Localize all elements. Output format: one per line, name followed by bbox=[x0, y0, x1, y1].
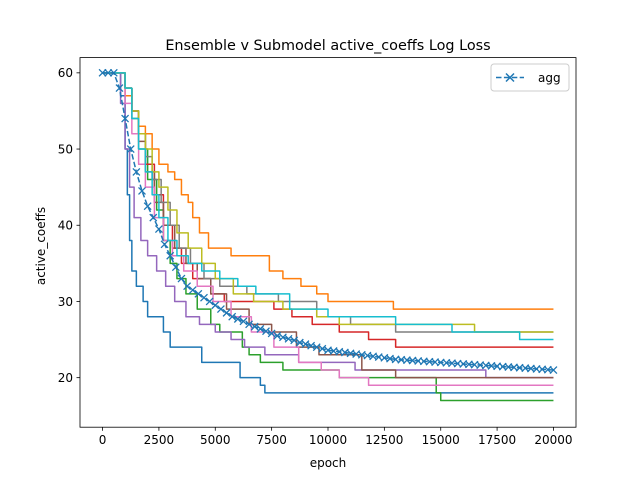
agg-point-marker bbox=[262, 327, 270, 336]
agg-point-marker bbox=[205, 297, 214, 306]
agg-point-marker bbox=[228, 312, 237, 321]
y-tick-label: 40 bbox=[58, 219, 73, 233]
y-tick-label: 50 bbox=[58, 142, 73, 156]
agg-point-marker bbox=[222, 308, 231, 317]
agg-point-marker bbox=[171, 263, 180, 272]
agg-point-marker bbox=[273, 331, 282, 340]
agg-point-marker bbox=[256, 324, 265, 333]
y-tick-label: 60 bbox=[58, 66, 73, 80]
agg-point-marker bbox=[115, 84, 124, 93]
agg-point-marker bbox=[143, 202, 152, 211]
chart-title: Ensemble v Submodel active_coeffs Log Lo… bbox=[165, 38, 490, 54]
agg-point-marker bbox=[549, 366, 558, 375]
agg-point-marker bbox=[149, 213, 158, 222]
plot-frame bbox=[79, 57, 577, 428]
agg-point-marker bbox=[160, 240, 169, 249]
agg-point-marker bbox=[188, 286, 197, 294]
agg-point-marker bbox=[267, 329, 276, 338]
agg-point-marker bbox=[200, 293, 208, 302]
agg-point-marker bbox=[98, 68, 107, 77]
agg-point-marker bbox=[104, 68, 113, 77]
agg-point-marker bbox=[132, 167, 141, 176]
legend-agg-label: agg bbox=[538, 71, 561, 85]
legend-box bbox=[490, 63, 570, 92]
agg-series bbox=[98, 68, 558, 375]
legend: agg bbox=[490, 63, 570, 92]
y-axis-ticks: 20 30 40 50 60 bbox=[58, 66, 80, 385]
agg-point-marker bbox=[121, 114, 130, 123]
submodel-series-line-2 bbox=[102, 72, 554, 310]
agg-point-marker bbox=[312, 343, 321, 352]
x-tick-label: 5000 bbox=[200, 433, 231, 447]
y-tick-label: 20 bbox=[58, 371, 73, 385]
x-tick-label: 20000 bbox=[534, 433, 572, 447]
series-layer bbox=[102, 72, 554, 402]
agg-point-marker bbox=[318, 344, 327, 353]
agg-point-marker bbox=[284, 334, 293, 343]
agg-point-marker bbox=[307, 341, 316, 350]
x-tick-label: 15000 bbox=[422, 433, 460, 447]
agg-point-marker bbox=[138, 187, 146, 195]
agg-point-marker bbox=[295, 338, 304, 347]
agg-point-marker bbox=[154, 225, 163, 234]
x-tick-label: 0 bbox=[99, 433, 107, 447]
agg-point-marker bbox=[211, 301, 220, 310]
agg-point-marker bbox=[194, 289, 203, 298]
agg-point-marker bbox=[290, 336, 299, 345]
x-tick-label: 17500 bbox=[478, 433, 516, 447]
x-tick-label: 12500 bbox=[365, 433, 403, 447]
y-tick-label: 30 bbox=[58, 295, 73, 309]
agg-point-marker bbox=[177, 274, 186, 283]
agg-point-marker bbox=[239, 317, 248, 326]
agg-point-marker bbox=[166, 251, 175, 260]
agg-point-marker bbox=[126, 145, 135, 154]
agg-point-marker bbox=[183, 282, 192, 291]
agg-point-marker bbox=[216, 305, 225, 314]
agg-point-marker bbox=[109, 68, 118, 77]
legend-agg-marker-icon bbox=[505, 72, 515, 83]
x-axis-ticks: 0 2500 5000 7500 10000 12500 15000 17500 20000 bbox=[99, 427, 573, 447]
x-tick-label: 2500 bbox=[144, 433, 175, 447]
agg-point-marker bbox=[301, 340, 310, 349]
agg-point-marker bbox=[233, 315, 242, 323]
submodel-series-line-10 bbox=[102, 72, 554, 341]
x-tick-label: 10000 bbox=[309, 433, 347, 447]
x-tick-label: 7500 bbox=[256, 433, 287, 447]
agg-point-marker bbox=[245, 320, 254, 329]
agg-point-marker bbox=[278, 333, 287, 342]
y-axis-label: active_coeffs bbox=[34, 207, 48, 285]
x-axis-label: epoch bbox=[310, 456, 347, 470]
agg-series-line bbox=[102, 72, 554, 371]
agg-point-marker bbox=[250, 322, 259, 331]
